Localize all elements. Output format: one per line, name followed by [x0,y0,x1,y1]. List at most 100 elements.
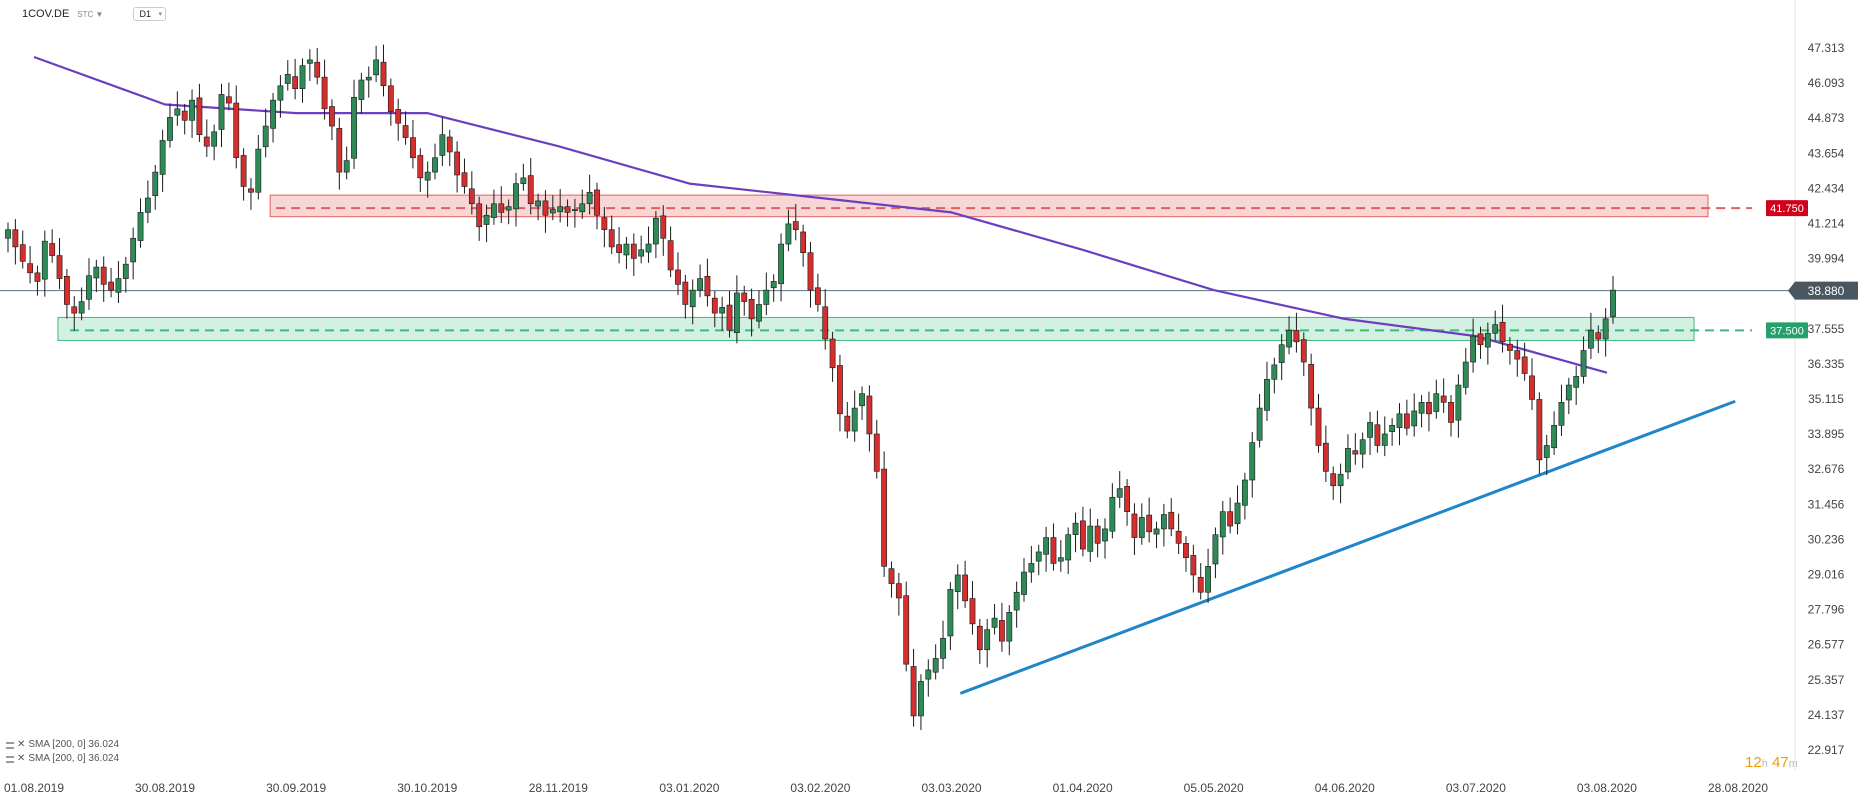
candle-body[interactable] [903,595,910,665]
candle-body[interactable] [476,203,483,228]
candle-body[interactable] [1212,534,1219,565]
candle-body[interactable] [1080,520,1086,550]
candle-body[interactable] [1507,343,1513,351]
candle-body[interactable] [1426,402,1432,415]
candle-body[interactable] [1146,514,1153,533]
candle-body[interactable] [1190,555,1197,576]
candle-body[interactable] [873,433,880,472]
candle-body[interactable] [667,240,674,271]
timeframe-select[interactable]: D1 ▾ [133,7,166,21]
candle-body[interactable] [1197,576,1204,593]
candle-body[interactable] [27,263,33,274]
candle-body[interactable] [1065,534,1072,561]
candle-body[interactable] [196,97,203,135]
candle-body[interactable] [1028,563,1035,573]
candle-body[interactable] [329,106,335,127]
candle-body[interactable] [733,292,740,333]
candle-body[interactable] [859,393,865,407]
candle-body[interactable] [41,240,48,280]
candle-body[interactable] [564,206,571,213]
candle-body[interactable] [1352,450,1359,455]
settings-icon[interactable] [6,755,14,763]
candle-body[interactable] [800,231,807,253]
candle-body[interactable] [991,617,998,628]
candle-body[interactable] [940,637,946,659]
candle-body[interactable] [402,125,409,138]
candle-body[interactable] [586,191,593,205]
candle-body[interactable] [1138,517,1145,538]
candle-body[interactable] [792,221,799,230]
candle-body[interactable] [1403,413,1410,429]
candle-body[interactable] [299,65,306,89]
candle-body[interactable] [491,203,497,218]
candle-body[interactable] [1219,511,1226,538]
candle-body[interactable] [1205,566,1211,593]
candle-body[interactable] [630,243,637,259]
candle-body[interactable] [468,188,475,205]
candle-body[interactable] [1278,344,1285,363]
candle-body[interactable] [1499,322,1506,343]
candle-body[interactable] [1035,551,1042,562]
candle-body[interactable] [1249,442,1256,481]
candle-body[interactable] [1514,350,1521,360]
candle-body[interactable] [1381,433,1388,446]
candle-body[interactable] [527,175,534,205]
candle-body[interactable] [969,598,976,625]
candle-body[interactable] [844,415,851,432]
candle-body[interactable] [814,287,821,305]
candle-body[interactable] [144,197,151,213]
candle-body[interactable] [115,278,122,293]
candle-body[interactable] [1116,488,1123,498]
candle-body[interactable] [1374,424,1381,446]
candle-body[interactable] [1183,543,1189,558]
candle-body[interactable] [19,244,26,262]
candle-body[interactable] [719,307,726,314]
candle-body[interactable] [365,76,372,81]
candle-body[interactable] [71,306,78,314]
candle-body[interactable] [343,160,350,173]
candle-body[interactable] [837,365,843,415]
candle-body[interactable] [999,620,1005,642]
candle-body[interactable] [1160,514,1167,530]
candle-body[interactable] [1565,384,1572,401]
candle-body[interactable] [1300,339,1307,363]
candle-body[interactable] [1440,395,1447,403]
candle-body[interactable] [181,110,188,121]
candle-body[interactable] [152,171,159,197]
candle-body[interactable] [1389,425,1396,432]
candle-body[interactable] [918,681,924,717]
candle-body[interactable] [292,76,299,89]
candle-body[interactable] [1588,330,1594,349]
candle-body[interactable] [741,292,748,302]
candle-body[interactable] [726,304,733,331]
support-zone[interactable] [57,316,1695,341]
candle-body[interactable] [1286,330,1292,348]
candle-body[interactable] [807,252,814,291]
candle-body[interactable] [505,206,512,211]
candle-body[interactable] [314,61,321,78]
candle-body[interactable] [321,76,328,110]
candle-body[interactable] [225,96,232,104]
candle-body[interactable] [675,269,681,285]
candle-body[interactable] [763,289,770,305]
candle-body[interactable] [822,306,829,340]
candle-body[interactable] [63,275,70,305]
instrument-type-dropdown[interactable]: STC ▼ [77,10,103,19]
candle-body[interactable] [1602,318,1609,340]
candle-body[interactable] [1455,384,1462,421]
symbol-label[interactable]: 1COV.DE [22,8,70,20]
candle-body[interactable] [56,255,63,279]
candle-body[interactable] [682,281,689,305]
candle-body[interactable] [1131,513,1138,538]
candle-body[interactable] [1072,522,1079,535]
candle-body[interactable] [483,214,490,225]
candle-body[interactable] [108,281,114,291]
candle-body[interactable] [954,574,961,592]
candle-body[interactable] [1573,376,1580,388]
candle-body[interactable] [1322,442,1329,472]
candle-body[interactable] [881,468,888,567]
candle-body[interactable] [137,212,144,241]
candle-body[interactable] [1411,410,1418,427]
sma-200-line[interactable] [33,55,1608,374]
candle-body[interactable] [1484,332,1491,348]
